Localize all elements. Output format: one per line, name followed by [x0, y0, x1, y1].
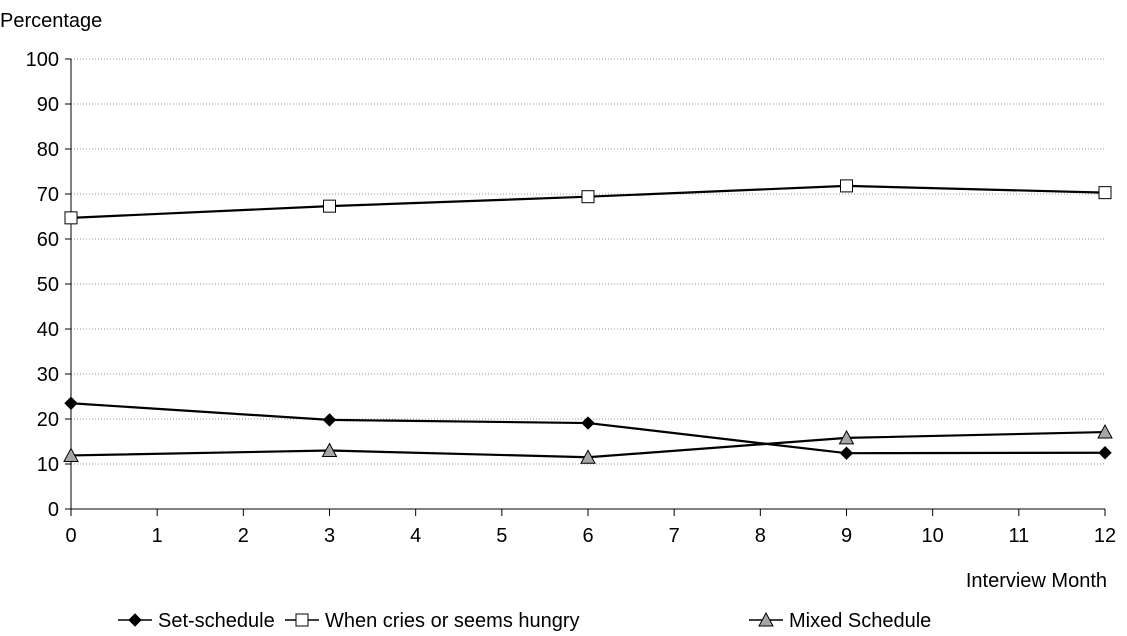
- y-tick-label: 50: [37, 274, 59, 296]
- y-tick-label: 100: [26, 49, 59, 71]
- y-tick-label: 40: [37, 319, 59, 341]
- legend-marker: [128, 613, 142, 627]
- data-point-set-schedule: [64, 396, 78, 410]
- legend-item-mixed-schedule: Mixed Schedule: [749, 610, 931, 632]
- y-tick-label: 0: [48, 499, 59, 521]
- gridlines: [71, 58, 1105, 465]
- x-tick-label: 9: [841, 525, 852, 547]
- x-tick-label: 12: [1094, 525, 1116, 547]
- data-point-mixed-schedule: [838, 429, 855, 445]
- data-point-when-cries-or-seems-hungry: [64, 211, 78, 225]
- series-mixed-schedule: [63, 423, 1113, 464]
- data-point-mixed-schedule: [321, 442, 338, 457]
- x-axis-title: Interview Month: [966, 570, 1107, 592]
- x-tick-label: 2: [238, 525, 249, 547]
- data-point-when-cries-or-seems-hungry: [840, 179, 853, 193]
- y-tick-label: 90: [37, 94, 59, 116]
- legend-label: Set-schedule: [158, 610, 275, 632]
- legend-label: When cries or seems hungry: [325, 610, 580, 632]
- x-tick-label: 3: [324, 525, 335, 547]
- x-tick-label: 10: [922, 525, 944, 547]
- legend-item-when-cries-or-seems-hungry: When cries or seems hungry: [285, 610, 580, 632]
- legend-marker: [758, 611, 774, 627]
- legend-marker: [295, 613, 309, 627]
- y-tick-label: 70: [37, 184, 59, 206]
- data-point-when-cries-or-seems-hungry: [1098, 186, 1112, 200]
- legend-label: Mixed Schedule: [789, 610, 931, 632]
- legend-item-set-schedule: Set-schedule: [118, 610, 275, 632]
- y-tick-label: 30: [37, 364, 59, 386]
- legend: Set-schedule When cries or seems hungry Mi…: [118, 610, 931, 632]
- data-point-set-schedule: [322, 413, 337, 427]
- x-tick-label: 0: [65, 525, 76, 547]
- y-tick-label: 10: [37, 454, 59, 476]
- y-axis-title: Percentage: [0, 10, 102, 32]
- series: [63, 179, 1113, 464]
- series-when-cries-or-seems-hungry: [64, 179, 1112, 225]
- x-tick-label: 7: [669, 525, 680, 547]
- y-tick-label: 60: [37, 229, 59, 251]
- x-tick-label: 1: [152, 525, 163, 547]
- x-tick-label: 5: [496, 525, 507, 547]
- x-tick-label: 4: [410, 525, 421, 547]
- data-point-set-schedule: [581, 416, 595, 430]
- x-tick-label: 8: [755, 525, 766, 547]
- data-point-mixed-schedule: [1097, 423, 1113, 439]
- data-point-set-schedule: [839, 446, 854, 460]
- y-tick-label: 20: [37, 409, 59, 431]
- series-set-schedule: [64, 396, 1112, 460]
- x-tick-label: 11: [1008, 525, 1029, 547]
- data-point-when-cries-or-seems-hungry: [581, 190, 595, 204]
- x-tick-label: 6: [582, 525, 593, 547]
- y-tick-label: 80: [37, 139, 59, 161]
- data-point-set-schedule: [1098, 446, 1112, 460]
- data-point-mixed-schedule: [580, 449, 596, 464]
- data-point-when-cries-or-seems-hungry: [323, 199, 336, 213]
- data-point-mixed-schedule: [63, 447, 79, 462]
